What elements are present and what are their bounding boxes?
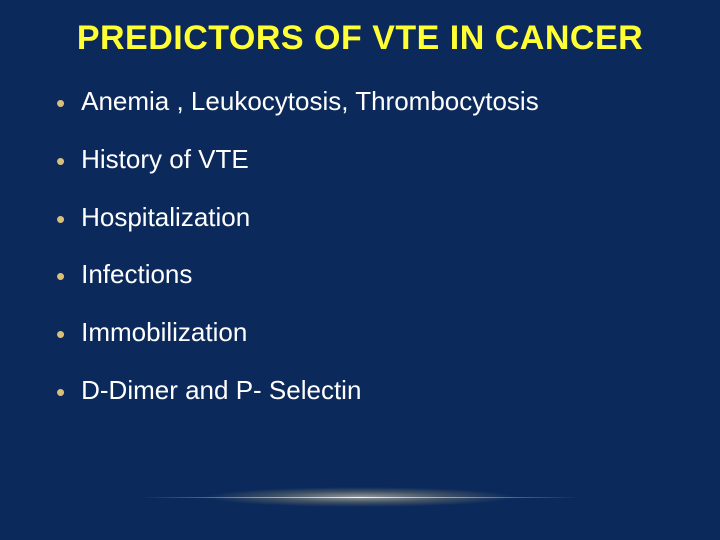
bullet-text: Infections [81, 260, 192, 290]
bullet-text: Hospitalization [81, 203, 250, 233]
bullet-text: Immobilization [81, 318, 247, 348]
bullet-text: History of VTE [81, 145, 249, 175]
bullet-icon: • [56, 90, 65, 116]
slide: PREDICTORS OF VTE IN CANCER • Anemia , L… [0, 0, 720, 540]
slide-body: • Anemia , Leukocytosis, Thrombocytosis … [0, 69, 720, 406]
list-item: • Infections [56, 260, 680, 290]
glow-line [140, 497, 580, 498]
list-item: • Hospitalization [56, 203, 680, 233]
list-item: • Anemia , Leukocytosis, Thrombocytosis [56, 87, 680, 117]
bullet-icon: • [56, 321, 65, 347]
list-item: • Immobilization [56, 318, 680, 348]
bullet-icon: • [56, 379, 65, 405]
list-item: • D-Dimer and P- Selectin [56, 376, 680, 406]
bullet-icon: • [56, 148, 65, 174]
glow-halo [140, 482, 580, 512]
accent-divider [140, 482, 580, 512]
bullet-text: Anemia , Leukocytosis, Thrombocytosis [81, 87, 539, 117]
list-item: • History of VTE [56, 145, 680, 175]
bullet-text: D-Dimer and P- Selectin [81, 376, 361, 406]
bullet-icon: • [56, 206, 65, 232]
bullet-icon: • [56, 263, 65, 289]
slide-title: PREDICTORS OF VTE IN CANCER [0, 0, 720, 69]
